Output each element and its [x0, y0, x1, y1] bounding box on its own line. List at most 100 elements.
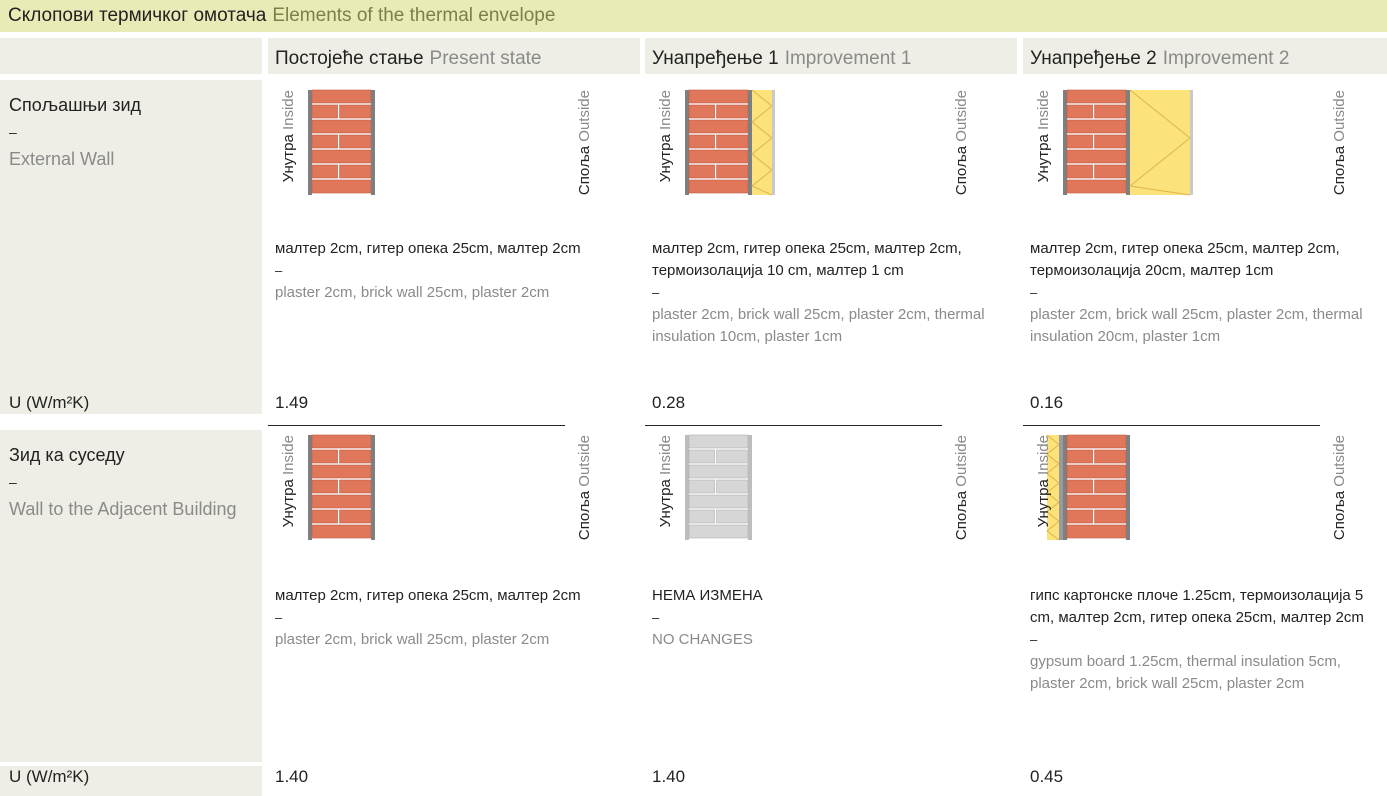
- column-title-en: Improvement 2: [1162, 48, 1290, 69]
- brick: [716, 479, 749, 494]
- insulation-hatch: [751, 89, 773, 196]
- row-label: Спољашњи зид – External Wall: [9, 92, 239, 173]
- separator: –: [275, 610, 283, 625]
- brick: [688, 149, 749, 164]
- u-label-cell: U (W/m²K): [0, 766, 262, 796]
- plaster: [308, 90, 312, 195]
- inside-label: Унутра Inside: [657, 90, 674, 182]
- brick: [688, 509, 715, 524]
- brick: [311, 134, 338, 149]
- brick: [339, 479, 372, 494]
- brick: [311, 434, 372, 449]
- header: Склопови термичког омотача Elements of th…: [0, 0, 1387, 32]
- column-title-sr: Унапређење 1: [652, 48, 779, 69]
- wall-diagram: [1046, 434, 1130, 541]
- brick: [1066, 479, 1093, 494]
- u-value: 0.28: [652, 393, 686, 412]
- row-label-en: External Wall: [9, 149, 115, 169]
- title-en: Elements of the thermal envelope: [272, 5, 556, 26]
- column-header: Постојеће стање Present state: [268, 38, 640, 74]
- plaster: [748, 435, 752, 540]
- brick: [1066, 494, 1127, 509]
- description-sr: гипс картонске плоче 1.25cm, термоизолац…: [1030, 587, 1364, 626]
- row-label-sr: Зид ка суседу: [9, 445, 125, 465]
- description: гипс картонске плоче 1.25cm, термоизолац…: [1030, 585, 1370, 695]
- brick: [1066, 134, 1093, 149]
- description-sr: малтер 2cm, гитер опека 25cm, малтер 2cm…: [652, 240, 962, 279]
- outside-label-sr: Споља: [1331, 490, 1348, 540]
- brick: [311, 479, 338, 494]
- u-value: 1.40: [652, 767, 686, 786]
- u-value: 0.16: [1030, 393, 1064, 412]
- inside-label-sr: Унутра: [280, 479, 297, 528]
- brick: [716, 449, 749, 464]
- u-label: U (W/m²K): [9, 393, 90, 412]
- outside-label-en: Outside: [953, 90, 970, 142]
- brick: [1066, 149, 1127, 164]
- brick: [716, 164, 749, 179]
- inside-label-en: Inside: [657, 435, 674, 475]
- brick: [1094, 134, 1127, 149]
- brick: [688, 479, 715, 494]
- description-sr: малтер 2cm, гитер опека 25cm, малтер 2cm: [275, 587, 581, 604]
- wall-diagram: [1063, 89, 1193, 196]
- column-title-sr: Постојеће стање: [275, 48, 424, 69]
- column-header: Унапређење 1 Improvement 1: [645, 38, 1017, 74]
- brick: [1066, 179, 1127, 194]
- u-underline: [268, 425, 565, 426]
- plaster: [772, 90, 775, 195]
- description: малтер 2cm, гитер опека 25cm, малтер 2cm…: [275, 585, 615, 651]
- u-value: 1.40: [275, 767, 309, 786]
- inside-label-en: Inside: [280, 90, 297, 130]
- plaster: [371, 435, 375, 540]
- wall-diagram: [685, 89, 775, 196]
- separator: –: [1030, 285, 1038, 300]
- plaster: [685, 90, 689, 195]
- row-label-cell: Зид ка суседу – Wall to the Adjacent Build…: [0, 430, 262, 762]
- brick: [339, 509, 372, 524]
- brick: [688, 119, 749, 134]
- description-sr: НЕМА ИЗМЕНА: [652, 587, 763, 604]
- description-en: plaster 2cm, brick wall 25cm, plaster 2c…: [1030, 306, 1363, 345]
- brick: [311, 524, 372, 539]
- brick: [311, 149, 372, 164]
- u-value: 0.45: [1030, 767, 1064, 786]
- brick: [1094, 479, 1127, 494]
- inside-label-sr: Унутра: [1035, 479, 1052, 528]
- plaster: [1063, 435, 1067, 540]
- description-en: NO CHANGES: [652, 631, 753, 648]
- separator: –: [652, 285, 660, 300]
- brick: [311, 464, 372, 479]
- outside-label: Споља Outside: [953, 90, 970, 195]
- outside-label-en: Outside: [576, 435, 593, 487]
- title-sr: Склопови термичког омотача: [8, 5, 267, 26]
- outside-label-sr: Споља: [953, 145, 970, 195]
- separator: –: [275, 263, 283, 278]
- u-value: 1.49: [275, 393, 309, 412]
- inside-label-en: Inside: [657, 90, 674, 130]
- brick: [339, 164, 372, 179]
- outside-label-en: Outside: [1331, 435, 1348, 487]
- brick: [1066, 449, 1093, 464]
- brick: [1066, 464, 1127, 479]
- plaster: [1190, 90, 1193, 195]
- brick: [688, 434, 749, 449]
- plaster: [1063, 90, 1067, 195]
- description: малтер 2cm, гитер опека 25cm, малтер 2cm…: [652, 238, 992, 348]
- brick: [1094, 449, 1127, 464]
- brick: [688, 89, 749, 104]
- outside-label: Споља Outside: [953, 435, 970, 540]
- plaster: [371, 90, 375, 195]
- brick: [339, 104, 372, 119]
- column-title-sr: Унапређење 2: [1030, 48, 1157, 69]
- separator: –: [652, 610, 660, 625]
- wall-diagram: [308, 89, 375, 195]
- brick: [688, 449, 715, 464]
- wall-diagram: [685, 434, 752, 540]
- outside-label-en: Outside: [576, 90, 593, 142]
- inside-label-sr: Унутра: [657, 479, 674, 528]
- brick: [311, 179, 372, 194]
- separator: –: [9, 124, 17, 140]
- separator: –: [9, 474, 17, 490]
